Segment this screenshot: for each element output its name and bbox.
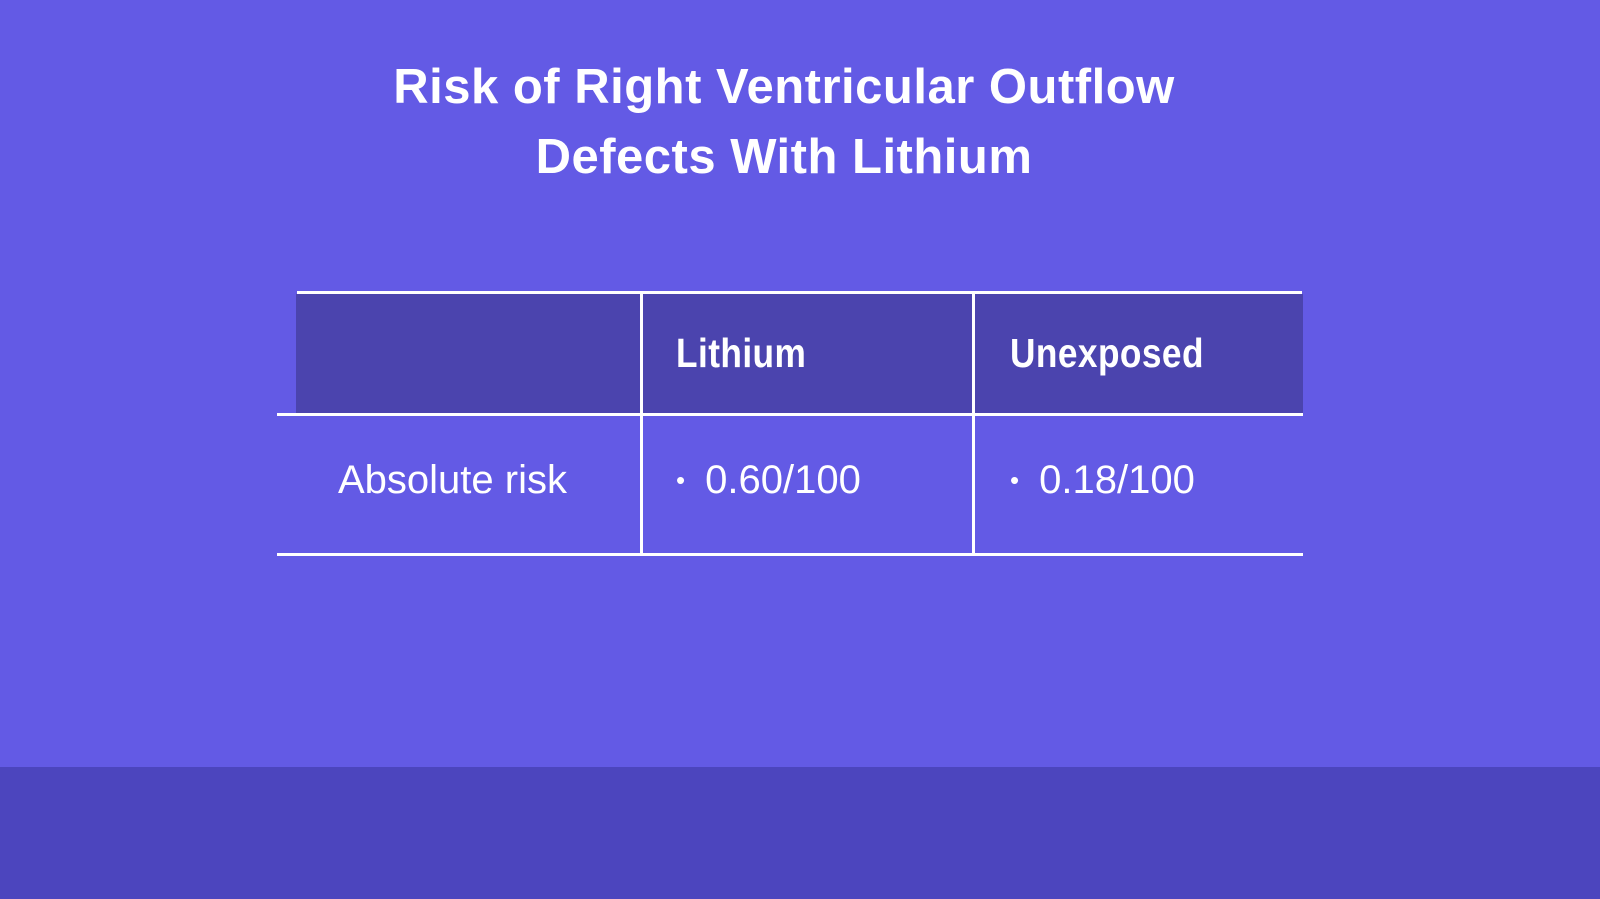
lithium-value-text: 0.60/100 bbox=[705, 458, 861, 502]
row-label-text: Absolute risk bbox=[338, 458, 567, 502]
slide-title: Risk of Right Ventricular Outflow Defect… bbox=[0, 52, 1568, 192]
table-border-column1 bbox=[640, 291, 643, 556]
table-header-lithium-label: Lithium bbox=[676, 330, 807, 376]
table-header-unexposed-label: Unexposed bbox=[1010, 330, 1204, 376]
bullet-icon: • bbox=[1010, 465, 1020, 495]
table-border-middle bbox=[277, 413, 1303, 416]
table-border-column2 bbox=[972, 291, 975, 556]
table-header-background bbox=[296, 294, 1303, 413]
footer-bar: Patorno, E., Huybrechts, K. F., Bateman,… bbox=[0, 767, 1600, 899]
slide-title-line2: Defects With Lithium bbox=[535, 130, 1033, 184]
table-border-bottom bbox=[277, 553, 1303, 556]
table-cell-lithium-value: • 0.60/100 bbox=[643, 416, 972, 555]
table-header-lithium: Lithium bbox=[643, 294, 972, 413]
unexposed-value-text: 0.18/100 bbox=[1039, 458, 1195, 502]
table-cell-unexposed-value: • 0.18/100 bbox=[975, 416, 1303, 555]
slide-title-line1: Risk of Right Ventricular Outflow bbox=[393, 60, 1175, 114]
table-cell-row-label: Absolute risk bbox=[296, 416, 640, 555]
bullet-icon: • bbox=[676, 465, 686, 495]
table-border-top bbox=[297, 291, 1302, 294]
table-header-unexposed: Unexposed bbox=[975, 294, 1303, 413]
